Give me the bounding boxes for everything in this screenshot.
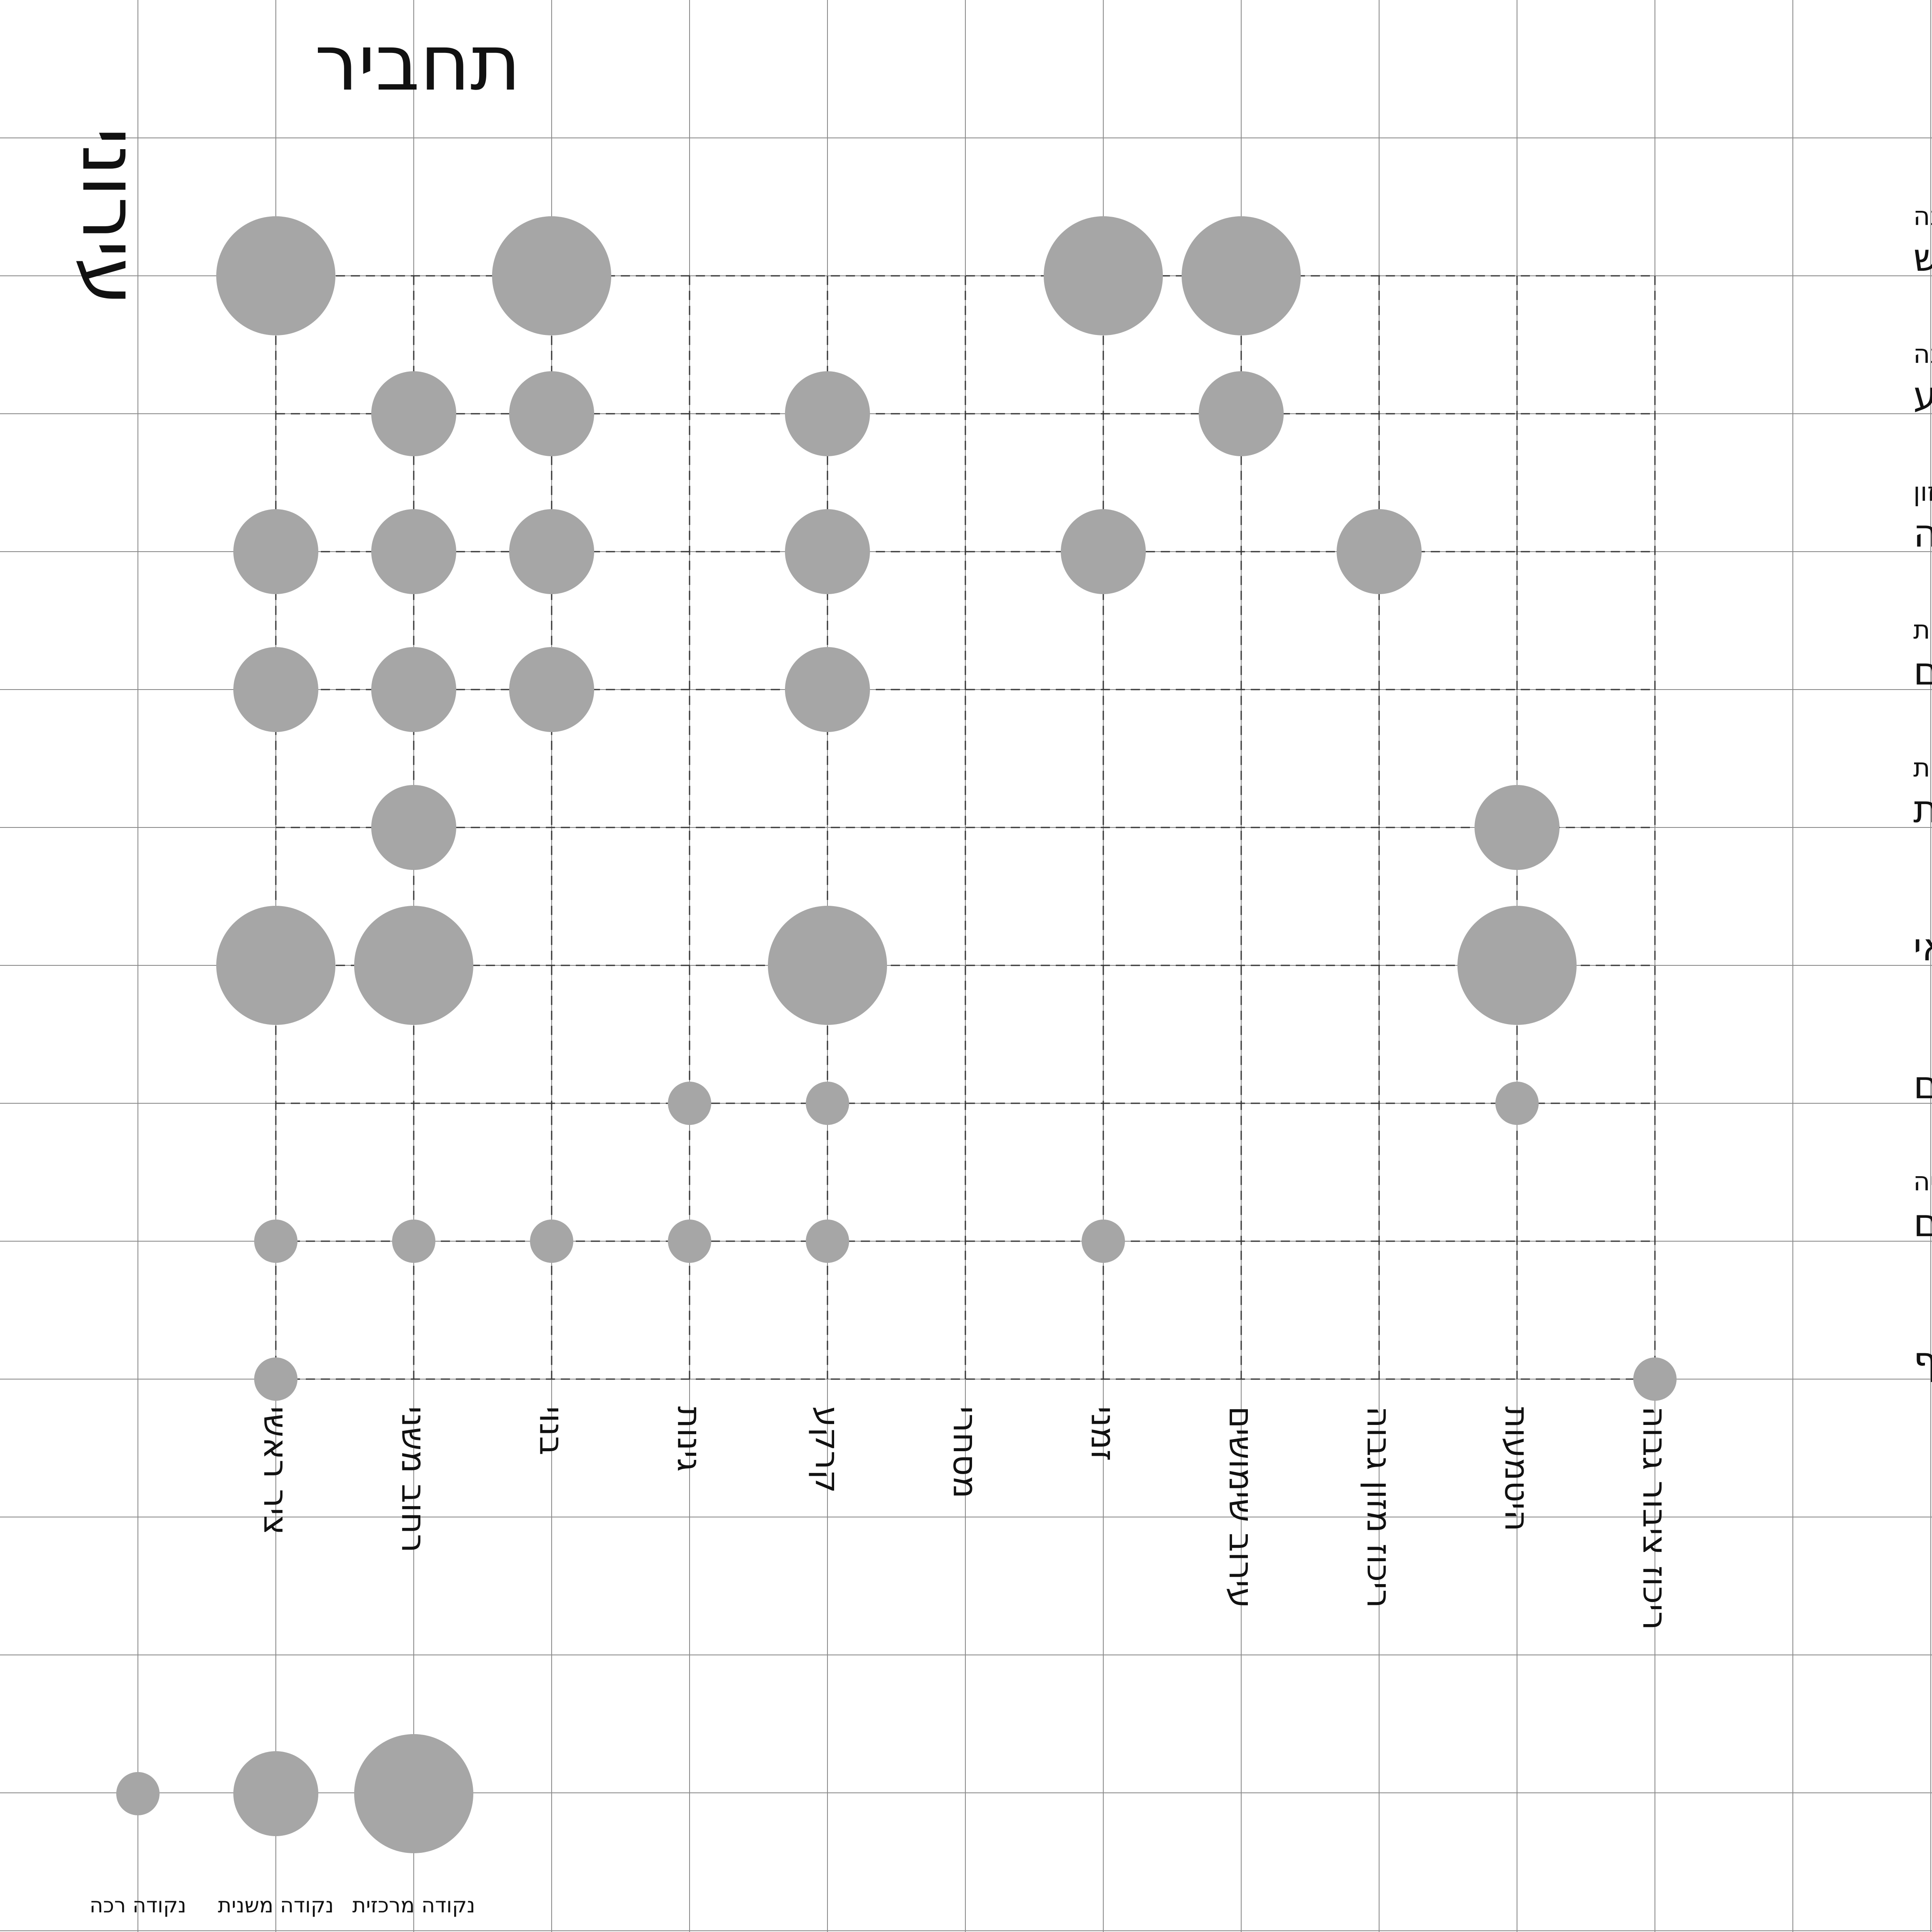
chart-title: תחביר: [315, 18, 521, 108]
chart-subtitle: עירוני: [65, 127, 155, 305]
column-label: קרקע: [808, 1406, 847, 1493]
column-label: בנוי: [532, 1406, 571, 1455]
data-point: [233, 647, 318, 732]
column-labels: ציר ראשי רחוב משני בנוי גינות קרקע מסחרי זמני ע…: [256, 1406, 1674, 1630]
row-label-category: שהייה: [1913, 1166, 1932, 1197]
row-label-main: כסף: [1913, 1339, 1932, 1383]
legend-dot: [116, 1772, 160, 1815]
data-point: [1495, 1082, 1539, 1125]
data-point: [1082, 1220, 1125, 1263]
data-point: [1457, 906, 1577, 1025]
data-point: [354, 906, 473, 1025]
row-label-main: שירותים: [1913, 649, 1932, 694]
column-label: זמני: [1084, 1406, 1122, 1461]
legend-label: נקודה רכה: [90, 1893, 186, 1917]
data-point: [768, 906, 887, 1025]
data-point: [371, 509, 456, 594]
data-point: [371, 785, 456, 870]
data-point: [530, 1220, 573, 1263]
data-point: [785, 647, 870, 732]
column-label: ריכוז מזון גבוה: [1360, 1406, 1398, 1608]
row-label-category: התרעננות: [1913, 615, 1932, 645]
data-point: [1337, 509, 1422, 594]
row-label-category: לינה: [1913, 201, 1932, 231]
data-point: [492, 216, 611, 335]
row-label-category: התרעננות: [1913, 752, 1932, 783]
column-label: ציר ראשי: [256, 1406, 295, 1535]
dashed-guides: [275, 275, 1656, 1380]
legend: נקודה רכה נקודה משנית נקודה מרכזית: [90, 1734, 475, 1917]
data-point: [785, 509, 870, 594]
row-label-main: עמדת חלוקה: [1913, 511, 1932, 556]
row-label-category: לינה: [1913, 339, 1932, 369]
data-point: [392, 1220, 435, 1263]
data-point: [509, 647, 594, 732]
data-point: [371, 371, 456, 456]
data-point: [1633, 1357, 1677, 1401]
legend-label: נקודה משנית: [218, 1893, 334, 1917]
data-point: [806, 1082, 849, 1125]
data-points: [216, 216, 1677, 1401]
data-point: [668, 1220, 711, 1263]
column-label: מסחרי: [946, 1406, 985, 1499]
column-label: ריכוז ציבור גבוה: [1635, 1406, 1674, 1630]
row-label-main: מקלחת: [1913, 787, 1932, 832]
data-point: [1044, 216, 1163, 335]
data-point: [1475, 785, 1560, 870]
row-label-main: מבנה נטוש: [1913, 235, 1932, 280]
data-point: [1199, 371, 1284, 456]
column-label: גינות: [670, 1406, 709, 1472]
column-label: היטמעות: [1497, 1406, 1536, 1532]
data-point: [785, 371, 870, 456]
legend-label: נקודה מרכזית: [352, 1893, 475, 1917]
legend-dot: [354, 1734, 473, 1853]
row-label-main: הקצאה בקרקע: [1913, 373, 1932, 418]
row-labels: מבנה נטוש לינה הקצאה בקרקע לינה עמדת חלוקה מז…: [1913, 201, 1932, 1383]
data-point: [216, 216, 335, 335]
data-point: [509, 371, 594, 456]
column-label: עירוב שימושים: [1222, 1406, 1260, 1608]
legend-dot: [233, 1751, 318, 1836]
row-label-main: מים: [1913, 1063, 1932, 1107]
data-point: [806, 1220, 849, 1263]
data-point: [668, 1082, 711, 1125]
data-point: [1182, 216, 1301, 335]
data-point: [216, 906, 335, 1025]
row-label-category: מזון: [1913, 477, 1932, 507]
data-point: [233, 509, 318, 594]
data-point: [509, 509, 594, 594]
row-label-main: סיוע רפואי: [1913, 925, 1932, 970]
row-label-main: אובייקטים: [1913, 1201, 1932, 1245]
data-point: [371, 647, 456, 732]
data-point: [254, 1357, 297, 1401]
column-label: רחוב משני: [394, 1406, 433, 1553]
data-point: [254, 1220, 297, 1263]
data-point: [1061, 509, 1146, 594]
